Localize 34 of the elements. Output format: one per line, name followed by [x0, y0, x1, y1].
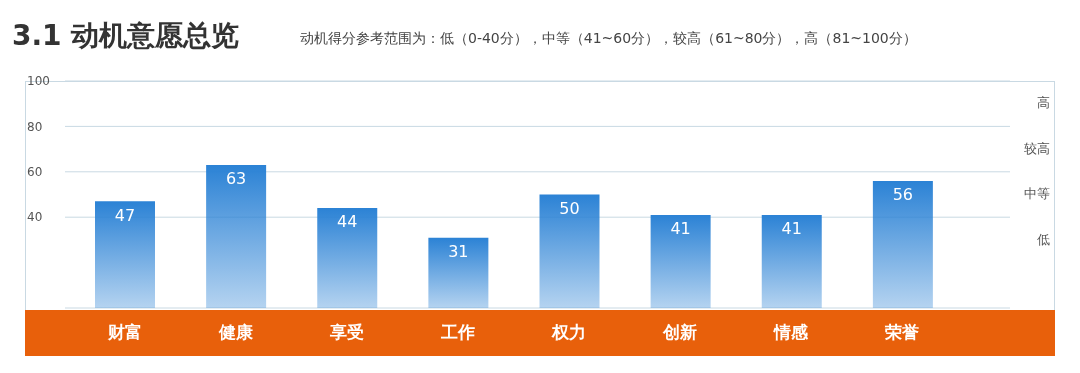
y-tick-label: 80 — [27, 119, 43, 134]
x-tick-label: 工作 — [439, 322, 475, 343]
data-label: 41 — [781, 219, 802, 239]
x-tick-label: 健康 — [217, 322, 254, 343]
y-tick-label: 100 — [27, 74, 50, 89]
data-label: 56 — [892, 185, 914, 205]
bar — [317, 208, 378, 308]
x-tick-label: 享受 — [328, 322, 364, 343]
x-tick-label: 创新 — [662, 322, 698, 343]
chart-subtitle: 动机得分参考范围为：低（0-40分），中等（41~60分），较高（61~80分），高（81~100分） — [300, 30, 917, 48]
text: 较高 — [1024, 139, 1050, 158]
bar — [872, 180, 933, 308]
data-label: 41 — [670, 219, 691, 239]
bar — [761, 214, 822, 308]
text: 低 — [1037, 230, 1050, 249]
bar — [428, 237, 489, 308]
x-tick-label: 权力 — [551, 322, 587, 343]
x-tick-label: 荣誉 — [884, 322, 920, 343]
x-tick-label: 财富 — [106, 322, 142, 343]
text: 中等 — [1024, 185, 1050, 203]
data-label: 63 — [225, 169, 247, 189]
bar — [206, 164, 267, 308]
bar — [95, 201, 155, 308]
data-label: 47 — [114, 205, 136, 225]
text: 高 — [1037, 94, 1050, 112]
bar — [539, 194, 600, 308]
data-label: 31 — [448, 241, 469, 261]
x-tick-label: 情感 — [773, 322, 810, 343]
chart-title: 3.1 动机意愿总览 — [12, 18, 240, 54]
y-tick-label: 60 — [27, 165, 43, 180]
bar — [650, 214, 711, 308]
y-tick-label: 40 — [27, 210, 43, 225]
data-label: 44 — [337, 212, 358, 232]
data-label: 50 — [559, 198, 580, 218]
